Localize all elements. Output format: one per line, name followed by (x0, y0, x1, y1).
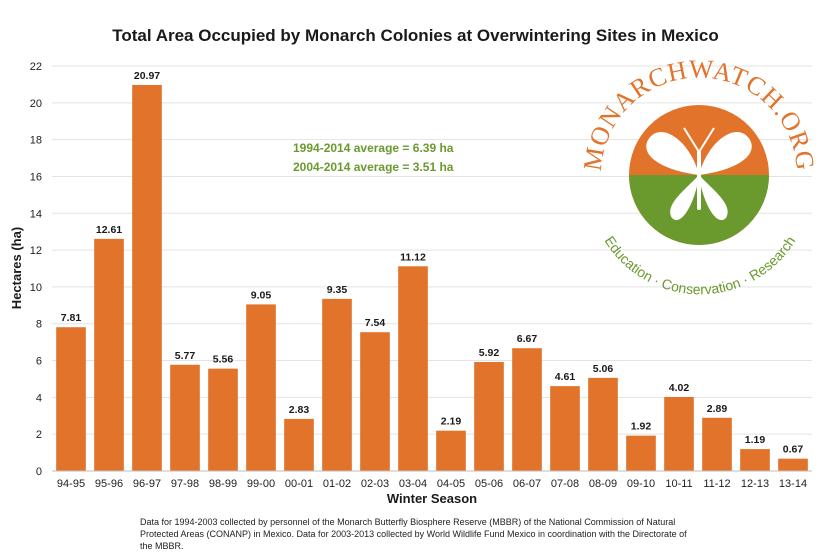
value-label: 20.97 (134, 70, 160, 82)
x-tick-label: 00-01 (285, 478, 313, 490)
butterfly-antenna-left (683, 127, 700, 153)
value-label: 6.67 (517, 333, 538, 345)
x-tick-label: 12-13 (741, 478, 769, 490)
bar-94-95 (56, 327, 86, 471)
bars (56, 84, 808, 471)
x-tick-label: 11-12 (703, 478, 730, 490)
bar-97-98 (170, 364, 200, 471)
chart-title: Total Area Occupied by Monarch Colonies … (112, 26, 719, 45)
bar-00-01 (284, 418, 314, 471)
value-label: 7.81 (61, 312, 82, 324)
y-tick-label: 0 (36, 466, 42, 478)
footnote: Data for 1994-2003 collected by personne… (140, 517, 687, 551)
value-label: 2.89 (707, 403, 728, 415)
bar-04-05 (436, 430, 466, 471)
bar-95-96 (94, 238, 124, 471)
value-label: 2.19 (441, 416, 462, 428)
bar-96-97 (132, 84, 162, 471)
monarchwatch-logo: MONARCHWATCH.ORG Education · Conservatio… (578, 54, 820, 297)
x-tick-label: 05-06 (475, 478, 503, 490)
bar-12-13 (740, 449, 770, 471)
x-tick-label: 03-04 (399, 478, 427, 490)
y-tick-label: 14 (30, 208, 42, 220)
value-label: 11.12 (400, 251, 426, 263)
bar-08-09 (588, 377, 618, 471)
x-tick-label: 96-97 (133, 478, 161, 490)
x-axis-label: Winter Season (387, 491, 477, 506)
value-label: 4.02 (669, 382, 690, 394)
bar-98-99 (208, 368, 238, 471)
y-tick-label: 6 (36, 356, 42, 368)
bar-01-02 (322, 298, 352, 471)
value-label: 5.06 (593, 363, 614, 375)
butterfly-antenna-right (698, 127, 715, 153)
y-tick-label: 22 (30, 61, 42, 73)
x-tick-label: 02-03 (361, 478, 389, 490)
x-axis-ticks: 94-95 95-96 96-97 97-98 98-99 99-00 00-01 01-02… (57, 478, 807, 490)
y-tick-label: 18 (30, 135, 42, 147)
bar-13-14 (778, 458, 808, 471)
value-label: 5.56 (213, 354, 234, 366)
value-label: 1.92 (631, 421, 652, 433)
value-label: 7.54 (365, 317, 386, 329)
x-tick-label: 08-09 (589, 478, 617, 490)
value-label: 12.61 (96, 224, 122, 236)
y-tick-label: 12 (30, 245, 42, 257)
x-tick-label: 01-02 (323, 478, 351, 490)
y-tick-label: 4 (36, 392, 42, 404)
value-label: 5.92 (479, 347, 500, 359)
butterfly-icon (646, 132, 752, 221)
x-tick-label: 94-95 (57, 478, 85, 490)
x-tick-label: 10-11 (665, 478, 692, 490)
y-axis-label: Hectares (ha) (9, 227, 24, 309)
bar-99-00 (246, 304, 276, 471)
value-label: 5.77 (175, 350, 196, 362)
value-label: 9.05 (251, 289, 272, 301)
average-annotation-1994-2014: 1994-2014 average = 6.39 ha (293, 141, 454, 155)
x-tick-label: 95-96 (95, 478, 123, 490)
y-tick-label: 16 (30, 171, 42, 183)
bar-05-06 (474, 362, 504, 471)
value-label: 4.61 (555, 371, 576, 383)
x-tick-label: 04-05 (437, 478, 465, 490)
value-label: 2.83 (289, 404, 310, 416)
y-tick-label: 10 (30, 282, 42, 294)
x-tick-label: 99-00 (247, 478, 275, 490)
bar-06-07 (512, 348, 542, 471)
value-label: 9.35 (327, 284, 348, 296)
x-tick-label: 07-08 (551, 478, 579, 490)
y-tick-label: 8 (36, 319, 42, 331)
bar-03-04 (398, 266, 428, 471)
value-label: 0.67 (783, 444, 804, 456)
y-axis-ticks: 0 2 4 6 8 10 12 14 16 18 20 22 (30, 61, 42, 478)
bar-07-08 (550, 386, 580, 471)
bar-02-03 (360, 332, 390, 471)
value-label: 1.19 (745, 434, 766, 446)
bar-11-12 (702, 417, 732, 471)
y-tick-label: 20 (30, 98, 42, 110)
value-labels: 7.81 12.61 20.97 5.77 5.56 9.05 2.83 9.35 7.54 11… (61, 70, 804, 456)
bar-09-10 (626, 435, 656, 471)
average-annotation-2004-2014: 2004-2014 average = 3.51 ha (293, 160, 454, 174)
y-tick-label: 2 (36, 429, 42, 441)
x-tick-label: 06-07 (513, 478, 541, 490)
x-tick-label: 09-10 (627, 478, 655, 490)
x-tick-label: 97-98 (171, 478, 199, 490)
x-tick-label: 98-99 (209, 478, 237, 490)
x-tick-label: 13-14 (779, 478, 807, 490)
bar-10-11 (664, 396, 694, 471)
